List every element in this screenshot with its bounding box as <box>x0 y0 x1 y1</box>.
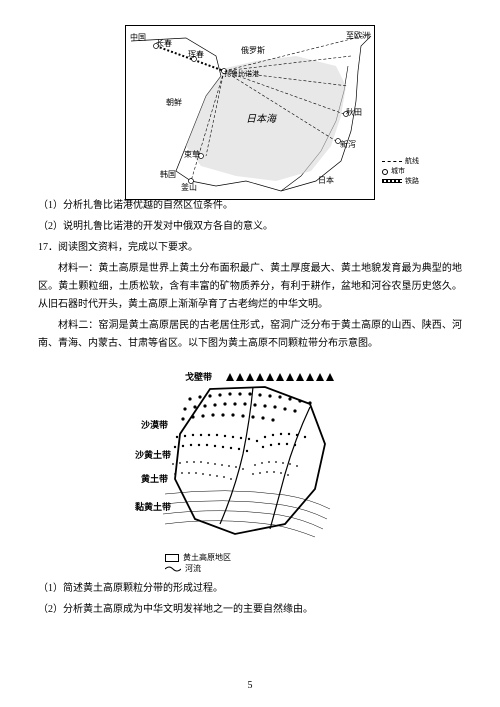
lbl-niigata: 新泻 <box>340 138 356 152</box>
city-symbol <box>382 169 388 175</box>
legend-row: 河流 <box>165 563 231 574</box>
legend-city: 城市 <box>391 167 405 177</box>
material-2: 材料二：窑洞是黄土高原居民的古老居住形式，窑洞广泛分布于黄土高原的山西、陕西、河… <box>38 317 462 353</box>
japan-sea-map: 至欧洲 中国 长春 珲春 扎鲁比诺港 俄罗斯 朝鲜 日本海 束草 韩国 釜山 秋… <box>125 25 375 200</box>
question-4: （2）分析黄土高原成为中华文明发祥地之一的主要自然缘由。 <box>38 601 462 619</box>
lbl-russia: 俄罗斯 <box>241 44 265 58</box>
legend-route: 航线 <box>405 157 419 167</box>
lbl-korea-s: 韩国 <box>160 168 176 182</box>
lbl-korea-n: 朝鲜 <box>166 96 182 110</box>
legend-rail: 铁路 <box>405 177 419 187</box>
question-3: （1）简述黄土高原颗粒分带的形成过程。 <box>38 580 462 598</box>
map-legend: 航线 城市 铁路 <box>382 157 442 186</box>
legend-row: 铁路 <box>382 177 442 187</box>
legend-region: 黄土高原地区 <box>183 552 231 563</box>
river-symbol <box>165 565 181 573</box>
lbl-sokcho: 束草 <box>184 148 200 162</box>
lbl-europe: 至欧洲 <box>346 29 370 43</box>
lbl-busan: 釜山 <box>181 181 197 195</box>
lbl-changchun: 长春 <box>156 37 172 51</box>
lbl-japan: 日本 <box>318 174 334 188</box>
band-clayloess: 黏黄土带 <box>135 499 171 515</box>
band-loess: 黄土带 <box>141 471 168 487</box>
rail-symbol <box>382 179 402 183</box>
question-2: （2）说明扎鲁比诺港的开发对中俄双方各自的意义。 <box>38 218 462 236</box>
legend-row: 黄土高原地区 <box>165 552 231 563</box>
band-gobi: 戈壁带 <box>185 369 212 385</box>
chart-legend: 黄土高原地区 河流 <box>165 552 231 574</box>
loess-band-chart: 戈壁带 沙漠带 沙黄土带 黄土带 黏黄土带 黄土高原地区 河流 <box>135 359 365 574</box>
region-symbol <box>165 554 179 562</box>
legend-river: 河流 <box>185 563 201 574</box>
lbl-akita: 秋田 <box>346 106 362 120</box>
legend-row: 航线 <box>382 157 442 167</box>
lbl-china: 中国 <box>130 31 146 45</box>
lbl-hunchun: 珲春 <box>188 48 204 62</box>
lbl-sea: 日本海 <box>246 111 276 129</box>
legend-row: 城市 <box>382 167 442 177</box>
loess-svg <box>135 359 365 574</box>
lbl-port: 扎鲁比诺港 <box>224 68 259 81</box>
band-sandyloess: 沙黄土带 <box>135 447 171 463</box>
route-symbol <box>382 161 402 162</box>
q17-heading: 17．阅读图文资料，完成以下要求。 <box>38 239 462 257</box>
page-number: 5 <box>0 677 500 695</box>
band-desert: 沙漠带 <box>141 417 168 433</box>
material-1: 材料一：黄土高原是世界上黄土分布面积最广、黄土厚度最大、黄土地貌发育最为典型的地… <box>38 260 462 314</box>
